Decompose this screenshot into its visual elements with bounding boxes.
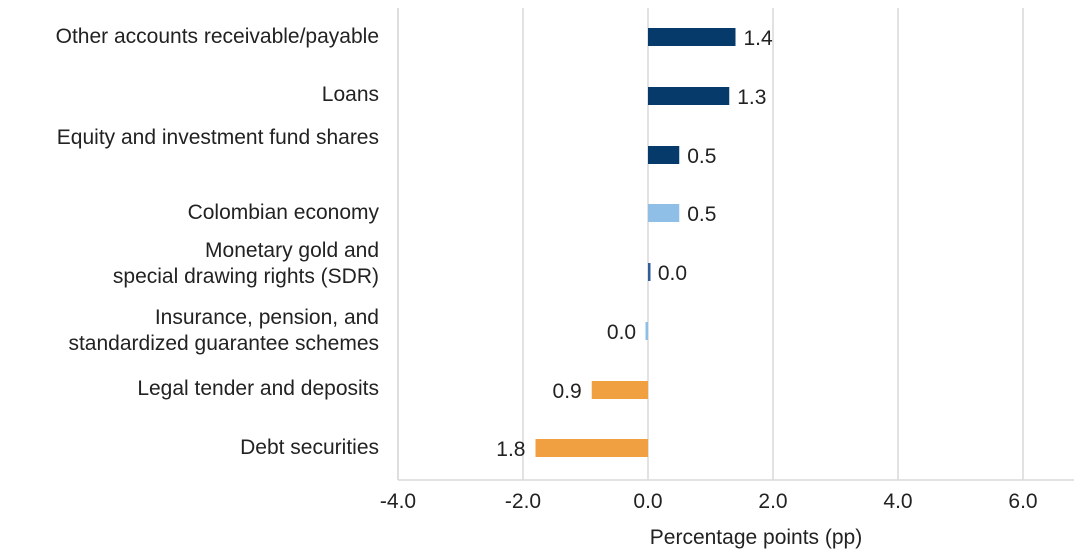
category-label: Debt securities bbox=[240, 436, 379, 459]
data-label: 1.3 bbox=[737, 86, 766, 109]
category-label: special drawing rights (SDR) bbox=[113, 265, 379, 288]
bar bbox=[648, 263, 651, 281]
value-labels: 1.4 1.3 0.5 0.5 0.0 0.0 0.9 1.8 bbox=[496, 27, 773, 461]
category-label: standardized guarantee schemes bbox=[68, 332, 379, 355]
plot-frame bbox=[397, 8, 1074, 481]
data-label: 0.5 bbox=[687, 145, 716, 168]
bar bbox=[535, 439, 648, 457]
bar bbox=[648, 87, 730, 105]
bar bbox=[648, 204, 680, 222]
x-axis-title: Percentage points (pp) bbox=[650, 526, 862, 549]
category-label: Equity and investment fund shares bbox=[57, 126, 379, 149]
bar bbox=[648, 28, 736, 46]
category-labels: Other accounts receivable/payable Loans Eq… bbox=[56, 25, 380, 459]
data-label: 0.5 bbox=[687, 203, 716, 226]
x-tick-label: 0.0 bbox=[633, 490, 662, 513]
category-label: Monetary gold and bbox=[205, 239, 379, 262]
data-label: 1.8 bbox=[496, 438, 525, 461]
bars bbox=[535, 28, 736, 457]
bar bbox=[591, 381, 648, 399]
x-tick-label: 6.0 bbox=[1008, 490, 1037, 513]
x-tick-label: -2.0 bbox=[505, 490, 541, 513]
data-label: 0.0 bbox=[658, 262, 687, 285]
category-label: Insurance, pension, and bbox=[155, 306, 379, 329]
gridlines bbox=[397, 8, 1024, 480]
bar bbox=[648, 146, 680, 164]
data-label: 1.4 bbox=[744, 27, 774, 50]
x-tick-label: 4.0 bbox=[883, 490, 912, 513]
x-tick-label: -4.0 bbox=[380, 490, 416, 513]
data-label: 0.9 bbox=[553, 380, 582, 403]
category-label: Other accounts receivable/payable bbox=[56, 25, 379, 48]
category-label: Loans bbox=[322, 83, 379, 106]
data-label: 0.0 bbox=[607, 321, 636, 344]
bar bbox=[645, 322, 648, 340]
x-tick-labels: -4.0 -2.0 0.0 2.0 4.0 6.0 bbox=[380, 490, 1038, 513]
category-label: Colombian economy bbox=[188, 201, 380, 224]
category-label: Legal tender and deposits bbox=[137, 377, 379, 400]
x-tick-label: 2.0 bbox=[758, 490, 787, 513]
